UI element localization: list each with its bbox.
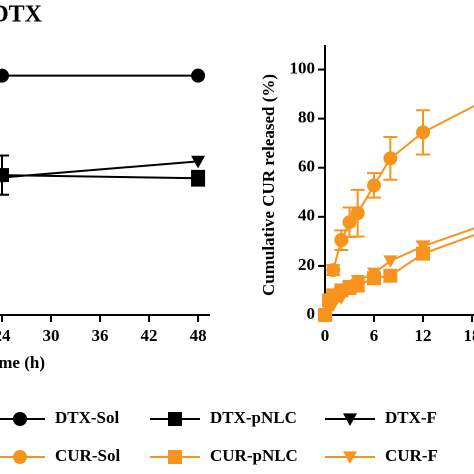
legend-marker xyxy=(168,450,182,464)
data-point xyxy=(334,233,349,248)
legend-marker xyxy=(13,412,27,426)
data-point xyxy=(0,68,9,83)
data-point xyxy=(416,246,431,261)
x-axis-label: Time (h) xyxy=(0,353,45,372)
data-point xyxy=(350,275,365,288)
x-tick-label: 36 xyxy=(92,326,109,345)
data-point xyxy=(0,171,9,185)
data-point xyxy=(383,255,398,268)
x-tick-label: 18 xyxy=(464,326,474,345)
data-point xyxy=(191,155,206,169)
data-point xyxy=(350,206,365,221)
legend-marker xyxy=(13,450,27,464)
x-tick-label: 48 xyxy=(190,326,207,345)
data-point xyxy=(416,125,431,140)
legend-marker xyxy=(168,412,182,426)
data-point xyxy=(191,68,206,83)
y-tick-label: 0 xyxy=(307,304,316,323)
y-tick-label: 60 xyxy=(298,157,315,176)
data-point xyxy=(342,215,357,230)
data-point xyxy=(367,178,382,193)
chart-title: DTX xyxy=(0,2,43,28)
x-tick-label: 30 xyxy=(43,326,60,345)
series-line xyxy=(1,160,199,179)
legend-label: DTX-Sol xyxy=(55,408,120,427)
data-point xyxy=(416,240,431,254)
legend-marker xyxy=(343,413,357,426)
data-point xyxy=(326,263,341,278)
legend-marker xyxy=(343,451,357,464)
data-point xyxy=(342,279,357,293)
x-tick-label: 24 xyxy=(0,326,11,345)
x-tick-label: 0 xyxy=(321,326,330,345)
y-tick-label: 40 xyxy=(298,206,315,225)
data-point xyxy=(383,151,398,166)
y-axis-label: Cumulative CUR released (%) xyxy=(259,74,278,296)
data-point xyxy=(367,267,382,281)
y-tick-label: 20 xyxy=(298,255,315,274)
legend-label: CUR-Sol xyxy=(55,446,120,465)
legend-label: CUR-pNLC xyxy=(210,446,298,465)
y-tick-label: 80 xyxy=(298,108,315,127)
data-point xyxy=(334,292,349,305)
data-point xyxy=(191,171,206,186)
data-point xyxy=(326,299,341,313)
series-line xyxy=(324,234,474,316)
x-tick-label: 6 xyxy=(370,326,379,345)
y-tick-label: 100 xyxy=(290,58,316,77)
legend-label: DTX-pNLC xyxy=(210,408,297,427)
x-tick-label: 12 xyxy=(415,326,432,345)
x-tick-label: 42 xyxy=(141,326,158,345)
legend-label: DTX-F xyxy=(385,408,437,427)
data-point xyxy=(383,268,398,283)
legend-label: CUR-F xyxy=(385,446,438,465)
